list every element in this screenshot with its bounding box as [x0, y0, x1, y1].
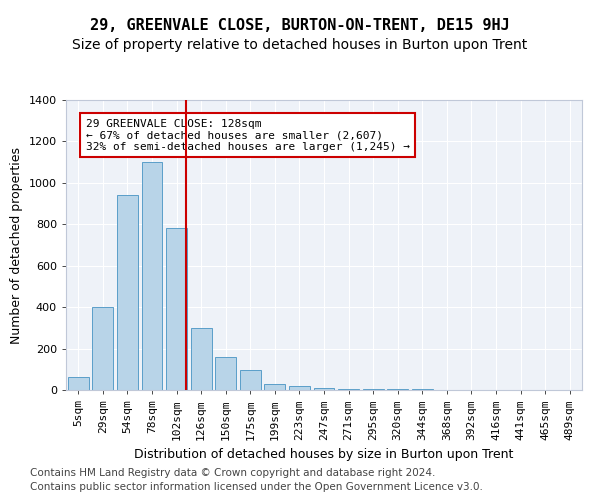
Bar — [215, 357, 236, 390]
Bar — [387, 389, 408, 390]
Bar — [68, 376, 89, 390]
Bar — [314, 388, 334, 390]
Bar — [265, 384, 286, 390]
Bar — [166, 228, 187, 390]
Bar — [338, 389, 359, 390]
Text: Size of property relative to detached houses in Burton upon Trent: Size of property relative to detached ho… — [73, 38, 527, 52]
Text: 29, GREENVALE CLOSE, BURTON-ON-TRENT, DE15 9HJ: 29, GREENVALE CLOSE, BURTON-ON-TRENT, DE… — [90, 18, 510, 32]
Text: Contains public sector information licensed under the Open Government Licence v3: Contains public sector information licen… — [30, 482, 483, 492]
X-axis label: Distribution of detached houses by size in Burton upon Trent: Distribution of detached houses by size … — [134, 448, 514, 461]
Bar — [142, 162, 163, 390]
Bar — [92, 307, 113, 390]
Bar — [191, 328, 212, 390]
Text: Contains HM Land Registry data © Crown copyright and database right 2024.: Contains HM Land Registry data © Crown c… — [30, 468, 436, 477]
Bar — [362, 389, 383, 390]
Bar — [117, 196, 138, 390]
Bar — [289, 386, 310, 390]
Text: 29 GREENVALE CLOSE: 128sqm
← 67% of detached houses are smaller (2,607)
32% of s: 29 GREENVALE CLOSE: 128sqm ← 67% of deta… — [86, 118, 410, 152]
Y-axis label: Number of detached properties: Number of detached properties — [10, 146, 23, 344]
Bar — [240, 370, 261, 390]
